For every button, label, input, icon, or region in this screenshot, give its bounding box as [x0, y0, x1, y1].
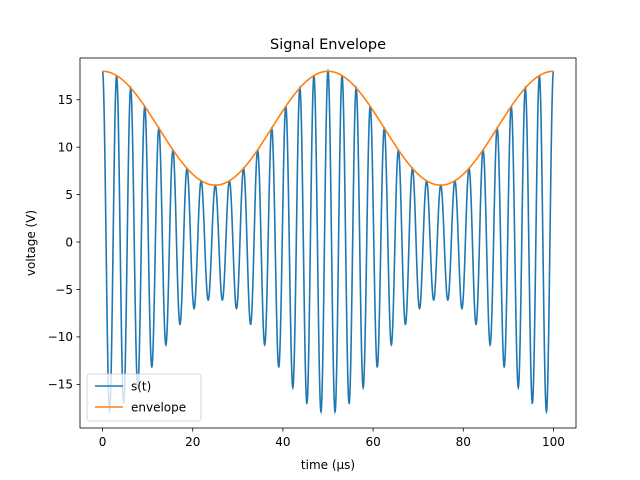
x-tick-label: 100 [542, 435, 565, 449]
y-axis-label: voltage (V) [24, 210, 38, 276]
legend-label: envelope [131, 400, 186, 414]
y-tick-label: −10 [48, 330, 73, 344]
legend-label: s(t) [131, 379, 151, 393]
x-tick-label: 80 [456, 435, 471, 449]
y-tick-label: −15 [48, 378, 73, 392]
series-line-s-t [101, 68, 555, 415]
chart-title: Signal Envelope [270, 37, 386, 53]
y-tick-label: 5 [65, 188, 73, 202]
x-tick-label: 0 [99, 435, 107, 449]
y-tick-label: 0 [65, 235, 73, 249]
plot-area [79, 57, 577, 429]
y-axis-ticks: −15 −10 −5 0 5 10 15 [48, 93, 80, 392]
y-tick-label: 10 [58, 140, 73, 154]
x-axis-ticks: 0 20 40 60 80 100 [99, 428, 565, 449]
x-tick-label: 40 [275, 435, 290, 449]
plot-frame [79, 57, 577, 429]
x-tick-label: 60 [365, 435, 380, 449]
y-tick-label: 15 [58, 93, 73, 107]
series-line-envelope [102, 70, 554, 186]
x-tick-label: 20 [185, 435, 200, 449]
x-axis-label: time (μs) [301, 458, 355, 472]
legend: s(t) envelope [86, 373, 202, 422]
y-tick-label: −5 [55, 283, 73, 297]
